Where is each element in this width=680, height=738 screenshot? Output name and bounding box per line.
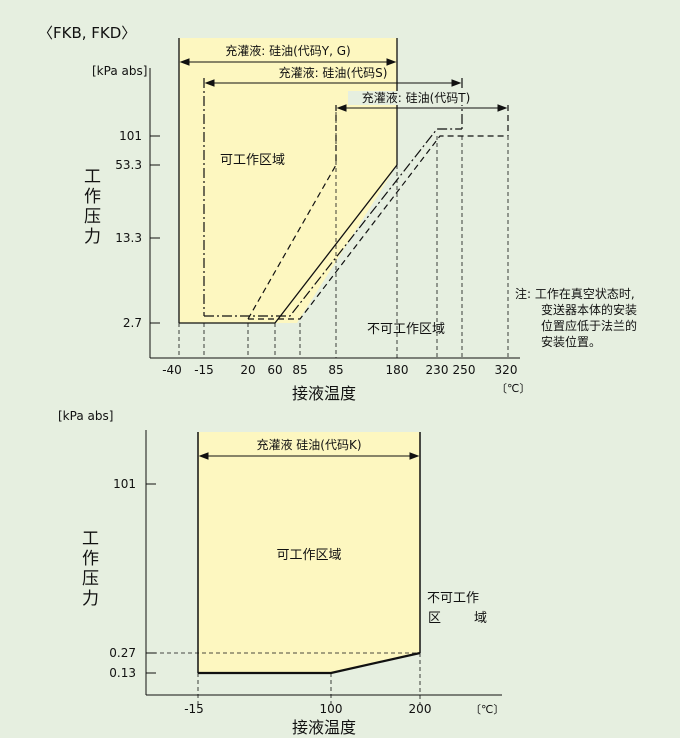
series-t-line [248,135,508,320]
chart2-operable-label: 可工作区域 [276,548,341,563]
chart2-y-axis-label: 工 作 压 力 [82,529,99,609]
chart1-x-tick-label: -15 [194,363,214,377]
series-k-label: 充灌液 硅油(代码K) [256,437,361,452]
chart1-inoperable-label: 不可工作区域 [367,322,445,337]
chart1-x-tick-label: 85 [328,363,343,377]
footnote-line: 位置应低于法兰的 [541,318,637,333]
series-k [197,432,421,675]
chart2-x-axis-label: 接液温度 [292,718,356,737]
chart1-x-axis-label: 接液温度 [292,384,356,403]
footnote-line: 变送器本体的安装 [541,302,637,317]
chart1-x-tick-label: 60 [267,363,282,377]
page-title: 〈FKB, FKD〉 [38,24,136,42]
chart1-y-axis-label: 工 作 压 力 [84,167,101,247]
chart1-ylabel-char: 工 [84,167,101,187]
chart2-y-tick-label: 0.13 [109,666,136,680]
chart1-x-tick-label: 250 [453,363,476,377]
chart2-ylabel-char: 力 [82,589,99,609]
chart2-ylabel-char: 工 [82,529,99,549]
chart1-ylabel-char: 力 [84,227,101,247]
series-yg-label: 充灌液: 硅油(代码Y, G) [225,43,350,58]
footnote-line: 注: 工作在真空状态时, [515,286,635,301]
footnote: 注: 工作在真空状态时, 变送器本体的安装 位置应低于法兰的 安装位置。 [515,286,637,349]
chart1-unit-label: [kPa abs] [92,64,147,78]
chart2-inoperable-label: 区 [428,611,441,626]
series-t [247,105,509,320]
chart2-ylabel-char: 作 [82,549,99,569]
chart1-x-tick-label: 20 [240,363,255,377]
series-t-label-bg [348,91,486,105]
chart1-x-tick-label: 180 [386,363,409,377]
chart1-x-tick-label: -40 [162,363,182,377]
chart2-ylabel-char: 压 [82,569,99,589]
chart1-x-tick-label: 320 [495,363,518,377]
series-s-label: 充灌液: 硅油(代码S) [279,65,388,80]
range-arrows [179,58,508,112]
chart2-x-unit: 〔℃〕 [470,703,504,716]
chart2-operable-area [198,432,420,673]
chart1-ylabel-char: 作 [84,187,101,207]
chart2-x-tick-label: 100 [320,702,343,716]
chart-2: [kPa abs] 101 0.27 0.13 工 作 压 力 -15 100 … [58,409,504,737]
chart2-unit-label: [kPa abs] [58,409,113,423]
chart1-y-tick-label: 101 [119,129,142,143]
chart2-range-arrow [198,452,420,460]
chart1-x-unit: 〔℃〕 [496,382,530,395]
chart1-x-tick-label: 230 [426,363,449,377]
chart1-y-tick-label: 13.3 [115,231,142,245]
chart1-ylabel-char: 压 [84,207,101,227]
chart2-x-tick-label: 200 [409,702,432,716]
series-t-label: 充灌液: 硅油(代码T) [362,90,471,105]
chart1-y-tick-label: 2.7 [123,316,142,330]
chart2-guides [146,652,421,704]
chart2-inoperable-label: 不可工作 [427,591,479,606]
chart1-x-tick-label: 85 [292,363,307,377]
chart-1: 〈FKB, FKD〉 [kPa abs] 101 53.3 13.3 2.7 工… [38,24,637,403]
chart2-x-tick-label: -15 [184,702,204,716]
series-yg-line [179,164,398,324]
series-s-line [204,128,462,317]
footnote-line: 安装位置。 [541,334,601,349]
chart2-inoperable-label: 域 [474,611,487,626]
chart1-operable-label: 可工作区域 [220,153,285,168]
series-k-line [198,651,421,675]
chart2-y-tick-label: 101 [113,477,136,491]
chart1-y-tick-label: 53.3 [115,158,142,172]
chart2-y-tick-label: 0.27 [109,646,136,660]
chart1-x-guides [178,105,509,358]
